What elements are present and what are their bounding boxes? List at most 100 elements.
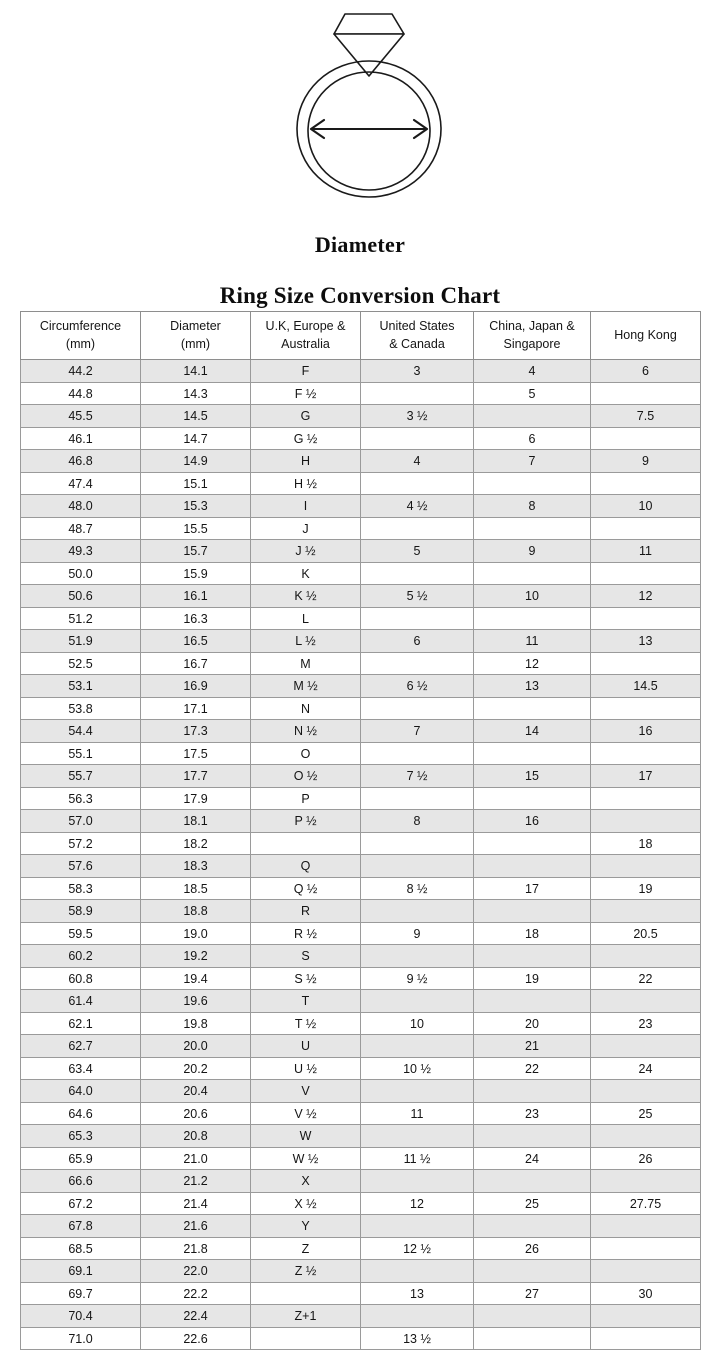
column-header-hong-kong: Hong Kong bbox=[590, 310, 701, 361]
cell-united-states bbox=[360, 1259, 474, 1283]
cell-united-states: 7 ½ bbox=[360, 764, 474, 788]
cell-diameter: 15.9 bbox=[140, 561, 251, 586]
cell-circumference: 64.6 bbox=[20, 1101, 141, 1126]
cell-u-k-europe: U bbox=[250, 1034, 361, 1058]
diameter-caption: Diameter bbox=[314, 232, 406, 257]
table-row: 57.6 18.3 Q bbox=[20, 854, 701, 878]
cell-united-states bbox=[360, 696, 474, 721]
cell-u-k-europe: Z bbox=[250, 1236, 361, 1261]
cell-u-k-europe: G bbox=[250, 404, 361, 428]
diamond-pavilion-icon bbox=[333, 33, 405, 77]
cell-hong-kong bbox=[590, 1259, 701, 1283]
cell-u-k-europe: J bbox=[250, 516, 361, 541]
cell-china-japan: 4 bbox=[473, 359, 591, 383]
cell-hong-kong: 26 bbox=[590, 1146, 701, 1171]
cell-circumference: 65.9 bbox=[20, 1146, 141, 1171]
table-row: 53.8 17.1 N bbox=[20, 696, 701, 721]
cell-united-states bbox=[360, 1034, 474, 1058]
cell-diameter: 14.1 bbox=[140, 359, 251, 383]
ring-diagram bbox=[296, 13, 442, 198]
cell-hong-kong: 9 bbox=[590, 449, 701, 473]
cell-diameter: 18.1 bbox=[140, 809, 251, 833]
cell-hong-kong bbox=[590, 1236, 701, 1261]
cell-china-japan bbox=[473, 561, 591, 586]
caption-block: Diameter Ring Size Conversion Chart bbox=[0, 232, 720, 309]
cell-diameter: 22.0 bbox=[140, 1259, 251, 1283]
cell-circumference: 48.7 bbox=[20, 516, 141, 541]
cell-united-states: 12 ½ bbox=[360, 1236, 474, 1261]
cell-diameter: 21.8 bbox=[140, 1236, 251, 1261]
table-row: 71.0 22.6 13 ½ bbox=[20, 1326, 701, 1350]
column-header-line2: (mm) bbox=[180, 337, 211, 352]
cell-diameter: 14.9 bbox=[140, 449, 251, 473]
cell-diameter: 17.1 bbox=[140, 696, 251, 721]
cell-china-japan bbox=[473, 899, 591, 923]
column-header-u-k-europe: U.K, Europe & Australia bbox=[250, 310, 361, 361]
cell-circumference: 52.5 bbox=[20, 651, 141, 676]
cell-u-k-europe: T bbox=[250, 989, 361, 1013]
table-row: 62.1 19.8 T ½ 10 20 23 bbox=[20, 1011, 701, 1036]
cell-united-states bbox=[360, 854, 474, 878]
cell-u-k-europe: R ½ bbox=[250, 921, 361, 946]
cell-united-states bbox=[360, 786, 474, 811]
cell-hong-kong: 17 bbox=[590, 764, 701, 788]
table-row: 56.3 17.9 P bbox=[20, 786, 701, 811]
cell-hong-kong bbox=[590, 1124, 701, 1148]
cell-united-states bbox=[360, 1304, 474, 1328]
cell-u-k-europe: P bbox=[250, 786, 361, 811]
cell-circumference: 49.3 bbox=[20, 539, 141, 563]
table-row: 57.2 18.2 18 bbox=[20, 831, 701, 856]
table-row: 55.1 17.5 O bbox=[20, 741, 701, 766]
cell-china-japan: 27 bbox=[473, 1281, 591, 1306]
cell-u-k-europe: F bbox=[250, 359, 361, 383]
cell-circumference: 44.8 bbox=[20, 381, 141, 406]
cell-diameter: 21.2 bbox=[140, 1169, 251, 1193]
cell-diameter: 20.0 bbox=[140, 1034, 251, 1058]
table-body: 44.2 14.1 F 3 4 6 44.8 14.3 F ½ 5 45.5 14.5 G 3 ½ 7.5 4… bbox=[20, 359, 701, 1350]
cell-hong-kong bbox=[590, 1326, 701, 1350]
cell-hong-kong: 7.5 bbox=[590, 404, 701, 428]
cell-u-k-europe bbox=[250, 1281, 361, 1306]
cell-united-states bbox=[360, 741, 474, 766]
cell-hong-kong: 16 bbox=[590, 719, 701, 743]
cell-circumference: 54.4 bbox=[20, 719, 141, 743]
cell-circumference: 57.2 bbox=[20, 831, 141, 856]
table-row: 49.3 15.7 J ½ 5 9 11 bbox=[20, 539, 701, 563]
cell-hong-kong: 14.5 bbox=[590, 674, 701, 698]
cell-diameter: 21.0 bbox=[140, 1146, 251, 1171]
cell-china-japan: 6 bbox=[473, 426, 591, 451]
table-row: 69.7 22.2 13 27 30 bbox=[20, 1281, 701, 1306]
cell-united-states: 5 ½ bbox=[360, 584, 474, 608]
table-row: 62.7 20.0 U 21 bbox=[20, 1034, 701, 1058]
cell-hong-kong bbox=[590, 606, 701, 631]
cell-china-japan: 21 bbox=[473, 1034, 591, 1058]
cell-circumference: 55.7 bbox=[20, 764, 141, 788]
cell-diameter: 16.1 bbox=[140, 584, 251, 608]
table-row: 67.2 21.4 X ½ 12 25 27.75 bbox=[20, 1191, 701, 1216]
cell-china-japan: 20 bbox=[473, 1011, 591, 1036]
cell-u-k-europe: K ½ bbox=[250, 584, 361, 608]
table-row: 46.8 14.9 H 4 7 9 bbox=[20, 449, 701, 473]
cell-u-k-europe: W ½ bbox=[250, 1146, 361, 1171]
table-row: 44.2 14.1 F 3 4 6 bbox=[20, 359, 701, 383]
cell-circumference: 68.5 bbox=[20, 1236, 141, 1261]
cell-hong-kong: 23 bbox=[590, 1011, 701, 1036]
cell-united-states: 4 ½ bbox=[360, 494, 474, 518]
cell-circumference: 70.4 bbox=[20, 1304, 141, 1328]
cell-circumference: 69.7 bbox=[20, 1281, 141, 1306]
column-header-line1: U.K, Europe & bbox=[265, 319, 346, 333]
cell-united-states: 4 bbox=[360, 449, 474, 473]
cell-circumference: 62.7 bbox=[20, 1034, 141, 1058]
cell-china-japan: 11 bbox=[473, 629, 591, 653]
cell-united-states: 10 bbox=[360, 1011, 474, 1036]
cell-circumference: 71.0 bbox=[20, 1326, 141, 1350]
cell-hong-kong bbox=[590, 426, 701, 451]
cell-diameter: 20.4 bbox=[140, 1079, 251, 1103]
cell-united-states: 6 ½ bbox=[360, 674, 474, 698]
cell-hong-kong: 25 bbox=[590, 1101, 701, 1126]
cell-china-japan: 22 bbox=[473, 1056, 591, 1081]
cell-united-states: 8 ½ bbox=[360, 876, 474, 901]
cell-china-japan bbox=[473, 1214, 591, 1238]
cell-diameter: 16.3 bbox=[140, 606, 251, 631]
cell-diameter: 17.5 bbox=[140, 741, 251, 766]
